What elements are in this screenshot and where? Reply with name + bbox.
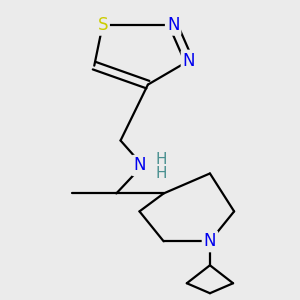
Text: N: N [183, 52, 195, 70]
Text: N: N [167, 16, 179, 34]
Text: N: N [204, 232, 216, 250]
Text: H: H [156, 152, 167, 167]
Text: N: N [133, 157, 146, 175]
Text: H: H [156, 166, 167, 181]
Text: S: S [98, 16, 108, 34]
